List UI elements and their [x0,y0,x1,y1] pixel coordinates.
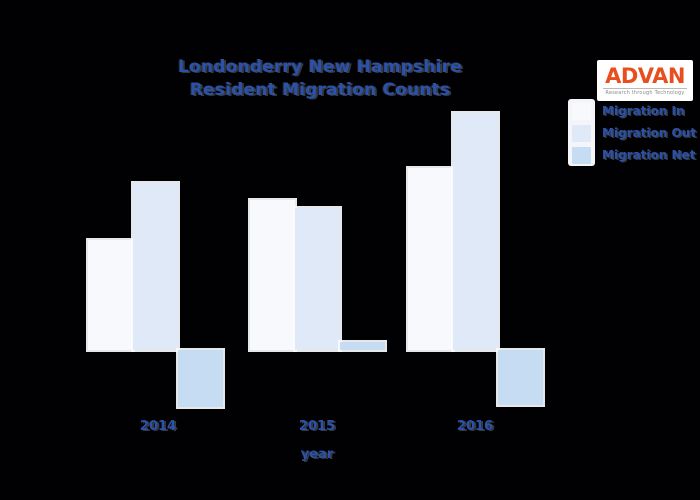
legend-label-migration-net: Migration Net [602,148,696,162]
chart-title-line1: Londonderry New Hampshire [178,57,462,77]
legend-label-migration-out: Migration Out [602,126,696,140]
chart-title-line2: Resident Migration Counts [189,80,451,100]
bar-migration-in-2015 [250,200,295,350]
bar-migration-in-2016 [408,168,453,350]
legend-swatch-migration-in [572,103,591,120]
bar-migration-out-2014 [133,183,178,350]
legend-swatch-migration-net [572,147,591,164]
bar-migration-net-2014 [178,350,223,407]
bar-migration-net-2016 [498,350,543,405]
bar-migration-out-2016 [453,113,498,350]
x-tick-2015: 2015 [298,419,336,434]
bar-migration-out-2015 [295,208,340,350]
x-axis-title: year [300,447,334,462]
bar-migration-in-2014 [88,240,133,350]
advan-logo: ADVAN Research through Technology [597,60,693,101]
x-tick-2016: 2016 [456,419,494,434]
legend-swatch-strip [568,99,595,166]
advan-logo-text: ADVAN [603,64,687,89]
bar-migration-net-2015 [340,342,385,350]
chart-title: Londonderry New Hampshire Resident Migra… [110,56,530,102]
advan-logo-tagline: Research through Technology [605,90,685,96]
legend-swatch-migration-out [572,125,591,142]
legend-label-migration-in: Migration In [602,104,685,118]
x-tick-2014: 2014 [139,419,177,434]
